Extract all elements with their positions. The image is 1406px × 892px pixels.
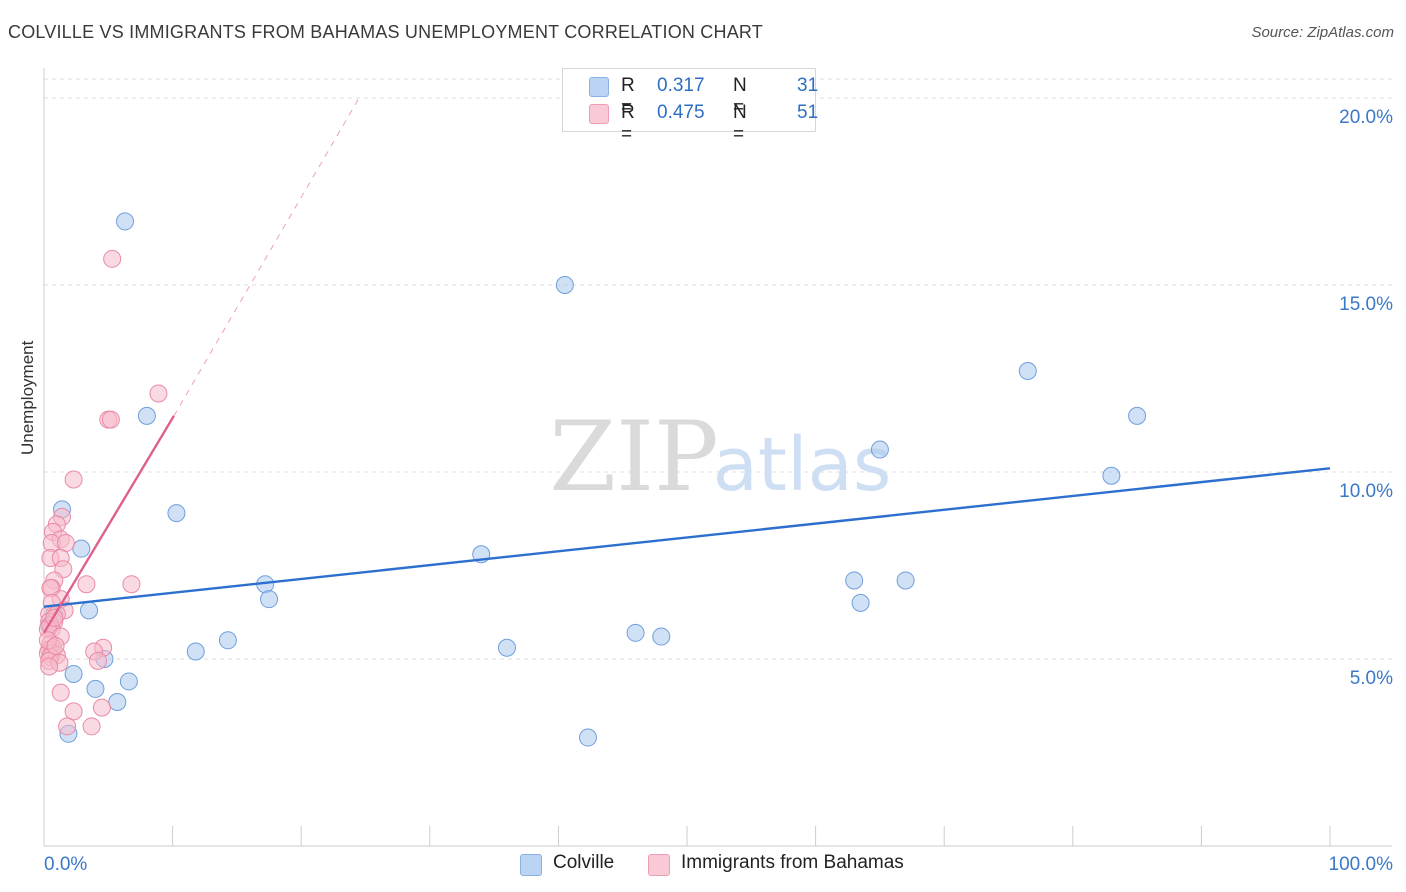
y-tick-label: 20.0% <box>1339 107 1393 128</box>
colville-point <box>116 212 135 231</box>
bahamas-point <box>103 249 122 268</box>
legend-swatch-colville <box>520 854 542 876</box>
source-label: Source: ZipAtlas.com <box>1251 24 1394 41</box>
legend-n-value: 31 <box>797 75 819 96</box>
bahamas-trend-line <box>42 415 175 634</box>
bahamas-point <box>149 384 168 403</box>
colville-point <box>851 593 870 612</box>
colville-point <box>137 406 156 425</box>
watermark-atlas: atlas <box>713 422 892 508</box>
colville-point <box>896 571 915 590</box>
colville-point <box>218 631 237 650</box>
colville-point <box>64 664 83 683</box>
bahamas-trend-line <box>173 97 360 417</box>
colville-trend-line <box>43 467 1331 608</box>
colville-point <box>497 638 516 657</box>
y-tick-label: 15.0% <box>1339 294 1393 315</box>
legend-r-value: 0.475 <box>657 102 705 123</box>
colville-point <box>119 672 138 691</box>
bahamas-point <box>122 575 141 594</box>
legend-r-label: R = <box>621 102 635 145</box>
bahamas-point <box>46 636 65 655</box>
colville-point <box>80 601 99 620</box>
legend-swatch-colville <box>589 77 609 97</box>
colville-point <box>186 642 205 661</box>
correlation-legend: R = 0.317 N = 31 R = 0.475 N = 51 <box>562 68 819 145</box>
bahamas-point <box>77 575 96 594</box>
colville-point <box>652 627 671 646</box>
colville-point <box>86 679 105 698</box>
colville-point <box>260 590 279 609</box>
y-tick-label: 10.0% <box>1339 481 1393 502</box>
colville-point <box>578 728 597 747</box>
legend-n-label: N = <box>733 75 747 118</box>
colville-point <box>167 504 186 523</box>
colville-point <box>555 276 574 294</box>
colville-point <box>870 440 889 459</box>
legend-swatch-bahamas <box>648 854 670 876</box>
gridlines <box>44 78 1392 660</box>
bahamas-point <box>51 683 70 702</box>
bahamas-point <box>82 717 101 736</box>
legend-n-value: 51 <box>797 102 819 123</box>
legend-label-bahamas: Immigrants from Bahamas <box>681 852 904 873</box>
legend-n-label: N = <box>733 102 747 145</box>
trend-lines <box>42 97 1331 634</box>
bahamas-point <box>92 698 111 717</box>
axes <box>43 68 1392 847</box>
colville-point <box>72 539 91 558</box>
legend-r-label: R = <box>621 75 635 118</box>
colville-point <box>1018 362 1037 381</box>
bahamas-point <box>40 657 59 676</box>
bahamas-point <box>89 651 108 670</box>
bahamas-point <box>58 717 77 736</box>
legend-swatch-bahamas <box>589 104 609 124</box>
legend-label-colville: Colville <box>553 852 615 873</box>
bahamas-point <box>64 470 83 489</box>
x-tick-label: 0.0% <box>44 854 87 875</box>
colville-point <box>626 623 645 642</box>
bahamas-point <box>101 410 120 429</box>
bahamas-point <box>64 702 83 721</box>
colville-point <box>845 571 864 590</box>
colville-point <box>108 693 127 712</box>
y-tick-label: 5.0% <box>1350 668 1393 689</box>
y-axis-title: Unemployment <box>18 340 37 455</box>
bahamas-point <box>56 534 75 553</box>
chart-title: COLVILLE VS IMMIGRANTS FROM BAHAMAS UNEM… <box>8 22 763 42</box>
x-tick-label: 100.0% <box>1329 854 1394 875</box>
tick-labels: 5.0% 10.0% 15.0% 20.0% 0.0% 100.0% <box>44 107 1393 875</box>
legend-r-value: 0.317 <box>657 75 705 96</box>
colville-point <box>1102 466 1121 485</box>
watermark-zip: ZIP <box>549 401 718 513</box>
colville-point <box>1128 406 1147 425</box>
